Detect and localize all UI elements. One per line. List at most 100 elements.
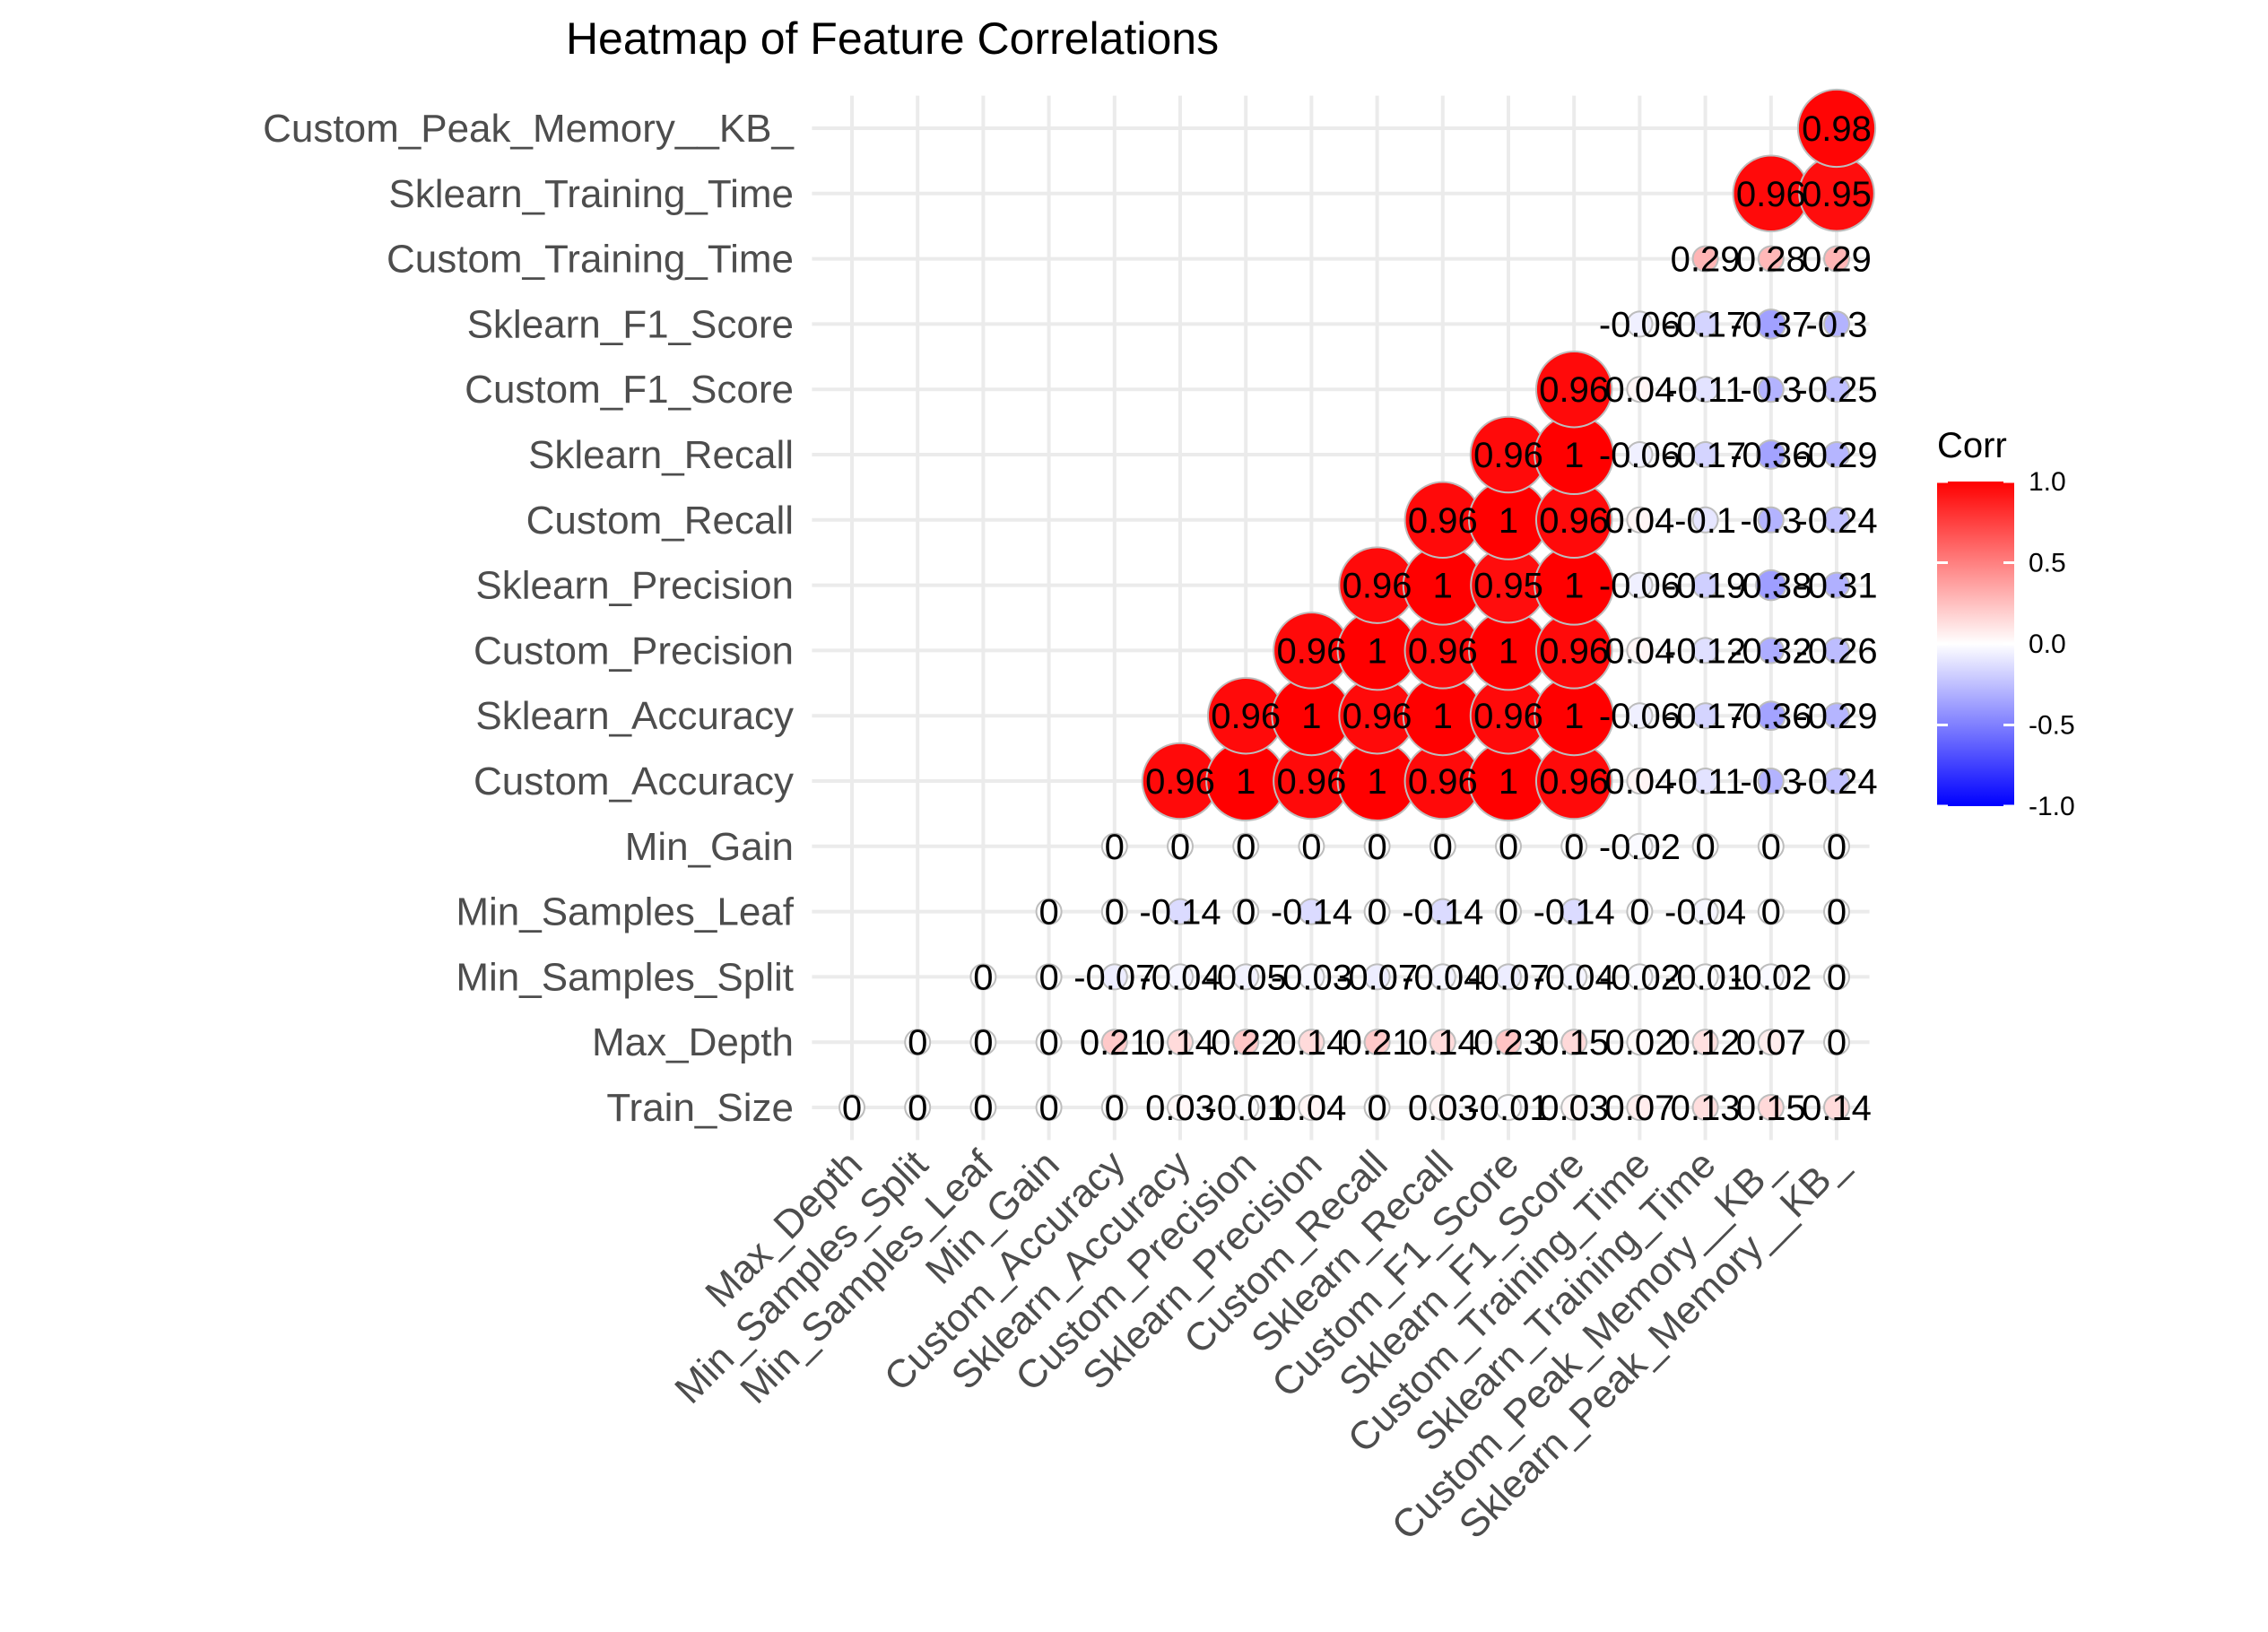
corr-cell-circle — [1167, 1029, 1194, 1056]
corr-cell-circle — [1823, 245, 1850, 273]
corr-cell-circle — [1691, 637, 1719, 664]
corr-cell-circle — [1823, 832, 1850, 860]
corr-cell-circle — [1691, 1094, 1719, 1121]
corr-cell-label: 0.03 — [1145, 1089, 1215, 1128]
corr-cell-label: 0 — [908, 1089, 927, 1128]
corr-cell-label: 0.21 — [1343, 1023, 1412, 1063]
corr-cell-label: 0.98 — [1802, 109, 1872, 149]
legend-title: Corr — [1937, 426, 2007, 465]
corr-cell-label: 0.04 — [1276, 1089, 1346, 1128]
corr-cell-circle — [1560, 1029, 1588, 1056]
corr-cell-circle — [1626, 441, 1654, 468]
corr-cell-label: -0.3 — [1740, 762, 1802, 802]
corr-cell-label: 0.29 — [1671, 240, 1741, 280]
corr-cell-circle — [1757, 1094, 1785, 1121]
corr-cell-label: 0.96 — [1473, 697, 1543, 736]
corr-cell-label: 0 — [1564, 828, 1584, 867]
corr-cell-circle — [1757, 832, 1785, 860]
y-tick-label: Min_Gain — [625, 825, 794, 869]
corr-cell-label: 0 — [842, 1089, 862, 1128]
corr-cell-circle — [904, 1029, 932, 1056]
corr-cell-circle — [1560, 832, 1588, 860]
corr-cell-circle — [1823, 963, 1850, 991]
corr-cell-label: 1 — [1433, 697, 1453, 736]
corr-cell-label: 0.96 — [1408, 762, 1478, 802]
x-axis-tick-labels: Max_DepthMin_Samples_SplitMin_Samples_Le… — [666, 1142, 1855, 1549]
y-tick-label: Sklearn_Recall — [528, 433, 794, 477]
corr-cell-label: 0 — [1367, 828, 1386, 867]
corr-cell-circle — [1363, 898, 1391, 925]
corr-cell-label: 0.96 — [1736, 175, 1806, 214]
legend-tick-label: 1.0 — [2029, 467, 2066, 497]
corr-cell-circle — [1626, 963, 1654, 991]
corr-cell-circle — [1691, 702, 1719, 730]
corr-cell-circle — [969, 963, 997, 991]
corr-cell-label: -0.31 — [1795, 567, 1877, 606]
legend: Corr 1.0 0.5 0.0 -0.5 -1.0 — [1937, 426, 2075, 821]
corr-cell-label: -0.17 — [1664, 305, 1746, 344]
corr-cell-circle — [1626, 571, 1654, 599]
corr-cell-circle — [1363, 1094, 1391, 1121]
legend-ticks: 1.0 0.5 0.0 -0.5 -1.0 — [1937, 467, 2075, 821]
legend-tick-label: -1.0 — [2029, 792, 2075, 821]
corr-cell-circle — [1232, 832, 1260, 860]
corr-cell-label: -0.14 — [1271, 893, 1352, 933]
corr-cell-circle — [1691, 963, 1719, 991]
corr-cell-circle — [1755, 439, 1786, 470]
corr-cell-label: 0.96 — [1408, 631, 1478, 671]
corr-cell-label: -0.19 — [1664, 567, 1746, 606]
corr-cell-label: -0.29 — [1795, 436, 1877, 475]
corr-cell-label: 0.15 — [1539, 1023, 1609, 1063]
corr-cell-label: -0.24 — [1795, 762, 1877, 802]
corr-cell-label: 0 — [1827, 828, 1847, 867]
corr-cell-label: 0.23 — [1473, 1023, 1543, 1063]
y-tick-label: Min_Samples_Leaf — [456, 890, 794, 934]
corr-cell-circle — [1167, 963, 1194, 991]
corr-cell-circle — [1495, 832, 1522, 860]
corr-cell-label: 0 — [1038, 1089, 1058, 1128]
corr-cell-circle — [1167, 1094, 1194, 1121]
corr-cell-label: 0.14 — [1802, 1089, 1872, 1128]
corr-cell-circle — [1232, 963, 1260, 991]
corr-cell-circle — [1691, 571, 1719, 599]
corr-cell-circle — [1035, 1094, 1063, 1121]
corr-cell-label: 0.12 — [1671, 1023, 1741, 1063]
corr-cell-label: -0.3 — [1806, 305, 1868, 344]
corr-cell-circle — [1757, 506, 1785, 534]
corr-cell-circle — [1626, 1094, 1654, 1121]
corr-cell-circle — [1755, 700, 1786, 732]
corr-cell-label: 0.14 — [1145, 1023, 1215, 1063]
y-tick-label: Sklearn_F1_Score — [467, 302, 794, 346]
corr-cell-circle — [1691, 441, 1719, 468]
corr-cell-label: -0.01 — [1205, 1089, 1287, 1128]
corr-cell-label: -0.06 — [1599, 697, 1681, 736]
corr-cell-label: 0 — [1170, 828, 1190, 867]
corr-cell-circle — [1429, 898, 1456, 925]
corr-cell-circle — [1232, 1029, 1260, 1056]
corr-cell-label: -0.36 — [1730, 436, 1812, 475]
corr-cell-label: 0 — [1301, 828, 1321, 867]
corr-cell-label: 0 — [1827, 958, 1847, 997]
corr-cell-label: 0.96 — [1211, 697, 1281, 736]
corr-cell-label: 1 — [1499, 762, 1518, 802]
corr-cell-label: -0.07 — [1336, 958, 1418, 997]
corr-cell-label: -0.17 — [1664, 697, 1746, 736]
corr-cell-label: -0.04 — [1139, 958, 1221, 997]
y-tick-label: Custom_Peak_Memory__KB_ — [263, 107, 794, 151]
corr-cell-label: 0.13 — [1671, 1089, 1741, 1128]
corr-cell-label: -0.03 — [1271, 958, 1352, 997]
y-tick-label: Custom_Precision — [474, 629, 794, 673]
corr-cell-label: 0 — [1761, 828, 1781, 867]
corr-cell-circle — [1495, 1029, 1522, 1056]
corr-cell-circle — [969, 1029, 997, 1056]
legend-tick-label: -0.5 — [2029, 711, 2075, 741]
corr-cell-label: -0.02 — [1599, 958, 1681, 997]
corr-cell-label: 0 — [1367, 893, 1386, 933]
corr-cell-circle — [1755, 569, 1787, 602]
corr-cell-label: -0.06 — [1599, 305, 1681, 344]
corr-cell-circle — [1167, 832, 1194, 860]
corr-cell-circle — [1626, 832, 1654, 860]
corr-cell-label: 0.07 — [1736, 1023, 1806, 1063]
y-tick-label: Sklearn_Accuracy — [475, 694, 794, 738]
corr-cell-label: -0.38 — [1730, 567, 1812, 606]
